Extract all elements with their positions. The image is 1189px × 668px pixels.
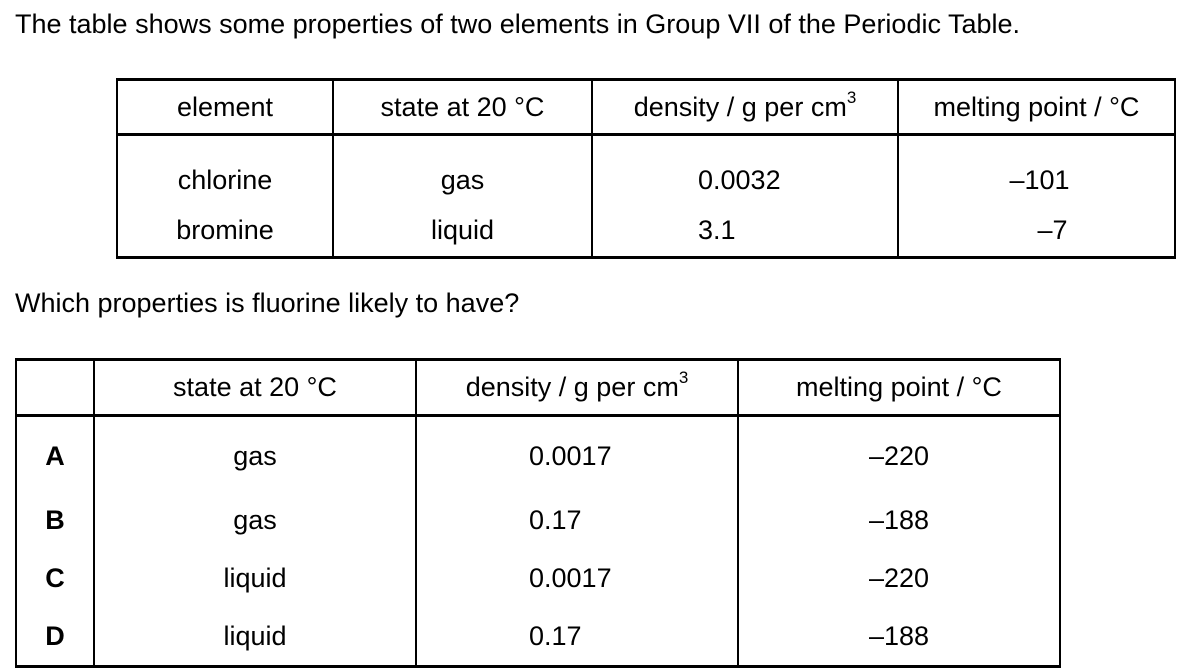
cell-element: chlorine: [116, 134, 334, 210]
header-melting-point: melting point / °C: [737, 358, 1061, 417]
header-density-label: density / g per cm: [465, 372, 679, 402]
cell-density: 3.1: [591, 210, 899, 259]
answer-header-row: state at 20 °C density / g per cm3 melti…: [15, 358, 1061, 417]
table-row: bromine liquid 3.1 –7: [116, 210, 1176, 259]
cell-melting-point: –7: [897, 210, 1176, 259]
answer-option-row[interactable]: C liquid 0.0017 –220: [15, 549, 1061, 607]
cell-density: 0.0032: [591, 134, 899, 210]
header-element: element: [116, 78, 334, 136]
header-blank: [15, 358, 95, 417]
cell-element: bromine: [116, 210, 334, 259]
cell-melting-point: –101: [897, 134, 1176, 210]
cell-melting-point: –220: [737, 549, 1061, 607]
option-letter[interactable]: A: [15, 415, 95, 491]
option-letter[interactable]: D: [15, 607, 95, 668]
cell-melting-point: –188: [737, 607, 1061, 668]
table-row: chlorine gas 0.0032 –101: [116, 134, 1176, 210]
header-state: state at 20 °C: [332, 78, 593, 136]
cell-density: 0.0017: [415, 415, 739, 491]
option-letter[interactable]: B: [15, 491, 95, 549]
cell-state: gas: [93, 415, 417, 491]
cell-state: liquid: [332, 210, 593, 259]
cell-density: 0.17: [415, 607, 739, 668]
option-letter[interactable]: C: [15, 549, 95, 607]
header-density: density / g per cm3: [591, 78, 899, 136]
header-melting-point: melting point / °C: [897, 78, 1176, 136]
cell-state: gas: [332, 134, 593, 210]
header-density: density / g per cm3: [415, 358, 739, 417]
cell-state: gas: [93, 491, 417, 549]
cell-melting-point: –220: [737, 415, 1061, 491]
header-state: state at 20 °C: [93, 358, 417, 417]
answer-option-row[interactable]: B gas 0.17 –188: [15, 491, 1061, 549]
cell-density: 0.17: [415, 491, 739, 549]
question-text: Which properties is fluorine likely to h…: [15, 288, 520, 318]
properties-table: element state at 20 °C density / g per c…: [116, 78, 1176, 259]
cell-melting-point: –188: [737, 491, 1061, 549]
header-density-exponent: 3: [678, 368, 689, 387]
header-density-exponent: 3: [846, 87, 857, 107]
answer-option-row[interactable]: D liquid 0.17 –188: [15, 607, 1061, 668]
properties-header-row: element state at 20 °C density / g per c…: [116, 78, 1176, 136]
cell-state: liquid: [93, 607, 417, 668]
answer-option-row[interactable]: A gas 0.0017 –220: [15, 415, 1061, 491]
header-density-label: density / g per cm: [633, 91, 847, 122]
intro-text: The table shows some properties of two e…: [15, 9, 1021, 39]
cell-state: liquid: [93, 549, 417, 607]
cell-density: 0.0017: [415, 549, 739, 607]
answer-options-table: state at 20 °C density / g per cm3 melti…: [15, 358, 1061, 668]
